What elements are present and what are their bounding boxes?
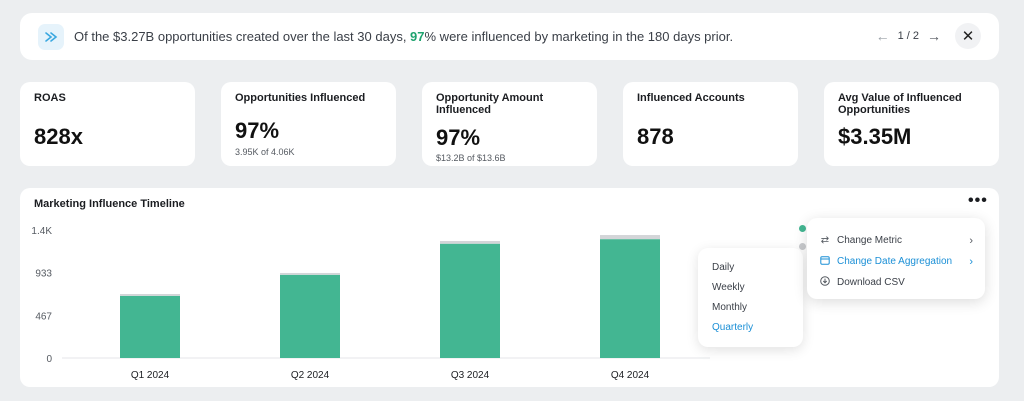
- agg-option-daily[interactable]: Daily: [712, 262, 735, 273]
- kpi-label: Avg Value of Influenced Opportunities: [838, 92, 962, 116]
- menu-item-download-csv[interactable]: Download CSV: [807, 272, 985, 293]
- bar-influenced[interactable]: [440, 243, 500, 358]
- menu-item-label: Change Metric: [837, 235, 903, 246]
- kpi-card-opportunity-amount: Opportunity Amount Influenced 97% $13.2B…: [422, 82, 597, 166]
- y-tick-label: 0: [46, 354, 52, 365]
- timeline-chart: 1.4K 933 467 0 Q1 2024 Q2 2024 Q3 2024 Q4 2024: [31, 226, 710, 381]
- menu-item-change-date-aggregation[interactable]: Change Date Aggregation ›: [807, 251, 985, 272]
- insight-text: Of the $3.27B opportunities created over…: [74, 29, 734, 44]
- arrow-left-icon[interactable]: ←: [875, 28, 890, 44]
- kpi-label: Influenced Accounts: [637, 92, 745, 104]
- date-aggregation-menu: Daily Weekly Monthly Quarterly: [698, 248, 803, 347]
- close-icon: ✕: [961, 28, 975, 45]
- x-tick-label: Q3 2024: [451, 370, 490, 381]
- swap-arrows-icon: ⇄: [820, 235, 830, 246]
- bar-influenced[interactable]: [280, 274, 340, 358]
- y-tick-label: 933: [35, 269, 52, 280]
- x-tick-label: Q4 2024: [611, 370, 650, 381]
- kpi-card-roas: ROAS 828x: [20, 82, 195, 166]
- kpi-value: 97%: [436, 125, 481, 150]
- pager-label: 1 / 2: [897, 30, 919, 42]
- x-tick-label: Q1 2024: [131, 370, 170, 381]
- agg-option-weekly[interactable]: Weekly: [712, 282, 745, 293]
- agg-option-quarterly[interactable]: Quarterly: [712, 322, 754, 333]
- legend-dot-not-influenced: [799, 243, 806, 250]
- arrow-right-icon[interactable]: →: [927, 28, 941, 44]
- kpi-value: 878: [637, 124, 674, 149]
- insight-banner: Of the $3.27B opportunities created over…: [20, 13, 999, 60]
- bar-not-influenced[interactable]: [600, 235, 660, 240]
- menu-item-label: Change Date Aggregation: [837, 256, 953, 267]
- more-horizontal-icon[interactable]: •••: [968, 192, 988, 209]
- kpi-sub: $13.2B of $13.6B: [436, 153, 506, 163]
- y-tick-label: 1.4K: [31, 226, 52, 237]
- menu-item-label: Download CSV: [837, 277, 905, 288]
- bar-not-influenced[interactable]: [440, 240, 500, 244]
- bar-not-influenced[interactable]: [120, 294, 180, 296]
- kpi-value: 97%: [235, 118, 280, 143]
- chart-title: Marketing Influence Timeline: [34, 198, 185, 210]
- download-icon: [819, 276, 831, 289]
- kpi-card-influenced-accounts: Influenced Accounts 878: [623, 82, 798, 166]
- pager: ← 1 / 2 → ✕: [876, 23, 981, 49]
- menu-item-change-metric[interactable]: ⇄ Change Metric ›: [807, 230, 985, 251]
- chevron-right-icon: ›: [969, 255, 973, 268]
- bar-influenced[interactable]: [120, 295, 180, 358]
- chart-context-menu: ⇄ Change Metric › Change Date Aggregatio…: [807, 218, 985, 299]
- kpi-label: ROAS: [34, 92, 66, 104]
- agg-option-monthly[interactable]: Monthly: [712, 302, 748, 313]
- kpi-card-avg-value: Avg Value of Influenced Opportunities $3…: [824, 82, 999, 166]
- kpi-label: Opportunity Amount Influenced: [436, 92, 544, 116]
- sparkle-icon: [38, 23, 64, 50]
- close-button[interactable]: ✕: [955, 23, 981, 49]
- kpi-label: Opportunities Influenced: [235, 92, 366, 104]
- kpi-value: 828x: [34, 124, 83, 149]
- kpi-sub: 3.95K of 4.06K: [235, 147, 295, 157]
- kpi-value: $3.35M: [838, 124, 912, 149]
- kpi-card-opportunities-influenced: Opportunities Influenced 97% 3.95K of 4.…: [221, 82, 396, 166]
- x-tick-label: Q2 2024: [291, 370, 330, 381]
- chevron-right-icon: ›: [969, 234, 973, 247]
- bar-not-influenced[interactable]: [280, 272, 340, 275]
- legend-dot-influenced: [799, 225, 806, 232]
- insight-highlight: 97: [410, 29, 425, 44]
- y-tick-label: 467: [35, 311, 52, 322]
- bar-influenced[interactable]: [600, 239, 660, 358]
- calendar-icon: [819, 255, 831, 268]
